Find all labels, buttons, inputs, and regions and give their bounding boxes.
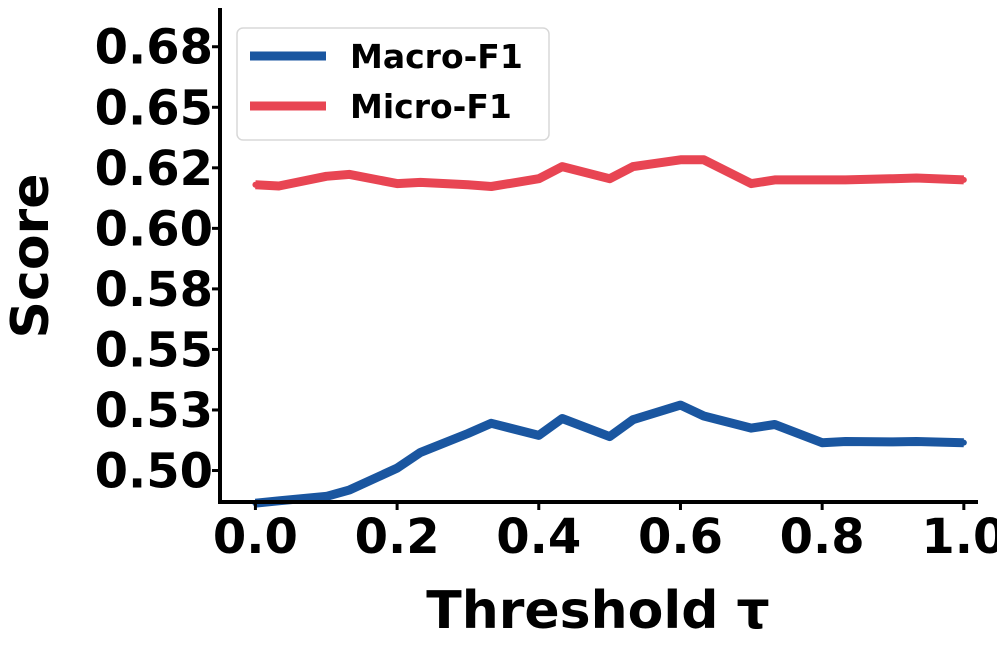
data-point-macro-f1 <box>748 425 755 432</box>
data-point-micro-f1 <box>630 163 637 170</box>
data-point-macro-f1 <box>488 420 495 427</box>
data-point-macro-f1 <box>960 439 967 446</box>
data-point-micro-f1 <box>606 175 613 182</box>
data-point-macro-f1 <box>464 430 471 437</box>
data-point-micro-f1 <box>819 176 826 183</box>
data-point-micro-f1 <box>559 163 566 170</box>
x-tick-label: 0.2 <box>355 509 440 565</box>
y-tick-label: 0.62 <box>95 141 213 197</box>
y-tick-label: 0.60 <box>95 201 213 257</box>
data-point-macro-f1 <box>700 413 707 420</box>
legend: Macro-F1 Micro-F1 <box>236 27 550 141</box>
data-point-micro-f1 <box>677 156 684 163</box>
data-point-micro-f1 <box>960 176 967 183</box>
data-point-micro-f1 <box>346 171 353 178</box>
legend-label-micro-f1: Micro-F1 <box>350 87 512 126</box>
y-tick-label: 0.68 <box>95 20 213 76</box>
data-point-macro-f1 <box>606 433 613 440</box>
data-point-macro-f1 <box>771 421 778 428</box>
data-point-micro-f1 <box>252 181 259 188</box>
y-tick-label: 0.50 <box>95 444 213 500</box>
data-point-micro-f1 <box>842 176 849 183</box>
data-point-macro-f1 <box>842 438 849 445</box>
data-point-micro-f1 <box>913 174 920 181</box>
y-axis-ticks: 0.500.530.550.580.600.620.650.68 <box>95 20 220 500</box>
data-point-macro-f1 <box>677 402 684 409</box>
data-point-macro-f1 <box>394 465 401 472</box>
x-tick-label: 1.0 <box>921 509 997 565</box>
data-point-micro-f1 <box>771 176 778 183</box>
data-point-micro-f1 <box>889 175 896 182</box>
data-point-micro-f1 <box>748 180 755 187</box>
series-line-micro-f1 <box>255 155 964 191</box>
axis-layer <box>218 8 978 504</box>
y-tick-label: 0.65 <box>95 80 213 136</box>
series-layer <box>252 155 967 508</box>
x-tick-label: 0.6 <box>638 509 723 565</box>
data-point-macro-f1 <box>889 438 896 445</box>
data-point-micro-f1 <box>488 183 495 190</box>
x-axis-title: Threshold τ <box>426 581 769 641</box>
data-point-micro-f1 <box>417 179 424 186</box>
data-point-micro-f1 <box>700 156 707 163</box>
data-point-micro-f1 <box>275 182 282 189</box>
data-point-micro-f1 <box>535 175 542 182</box>
data-point-macro-f1 <box>535 432 542 439</box>
x-axis-ticks: 0.0 0.2 0.4 0.6 0.8 1.0 <box>213 502 997 565</box>
y-tick-label: 0.55 <box>95 322 213 378</box>
data-point-macro-f1 <box>559 415 566 422</box>
data-point-macro-f1 <box>417 449 424 456</box>
data-point-micro-f1 <box>323 173 330 180</box>
data-point-macro-f1 <box>323 493 330 500</box>
data-point-macro-f1 <box>819 439 826 446</box>
x-tick-label: 0.0 <box>213 509 298 565</box>
y-tick-label: 0.53 <box>95 383 213 439</box>
data-point-macro-f1 <box>346 486 353 493</box>
x-tick-label: 0.8 <box>780 509 865 565</box>
data-point-macro-f1 <box>630 416 637 423</box>
data-point-macro-f1 <box>913 438 920 445</box>
y-axis-title: Score <box>1 174 61 339</box>
legend-label-macro-f1: Macro-F1 <box>350 37 523 76</box>
data-point-micro-f1 <box>394 180 401 187</box>
data-point-micro-f1 <box>464 181 471 188</box>
series-line-macro-f1 <box>254 400 964 508</box>
x-tick-label: 0.4 <box>496 509 581 565</box>
y-tick-label: 0.58 <box>95 262 213 318</box>
